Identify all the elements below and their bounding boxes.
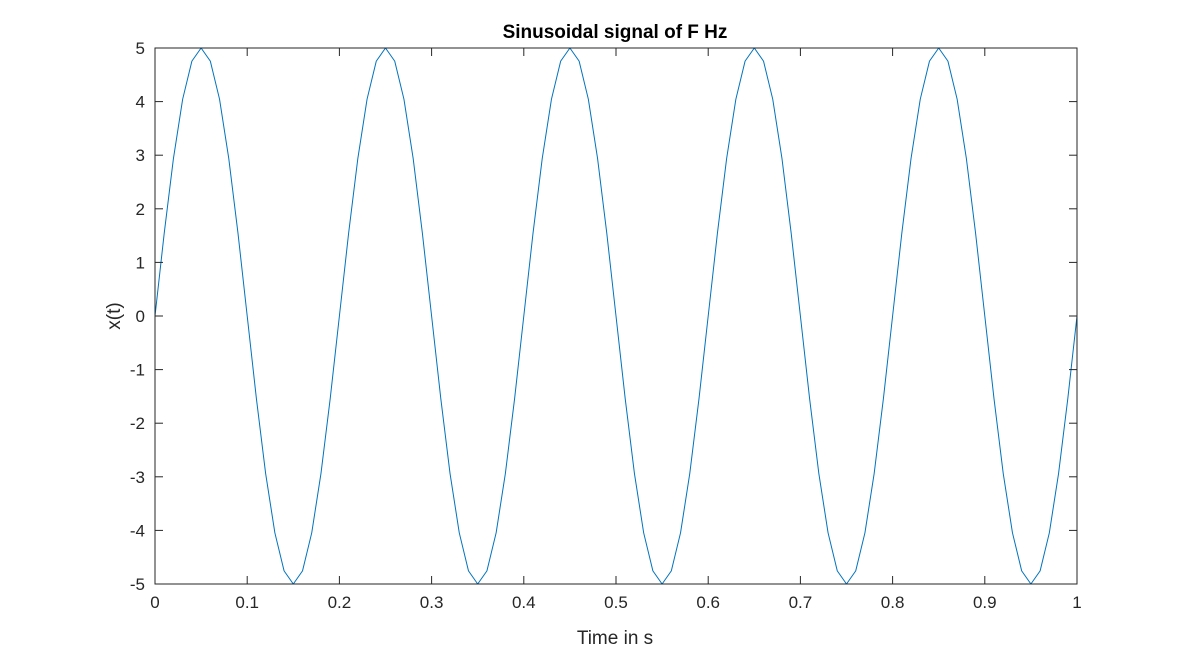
- x-tick-label: 0.5: [604, 593, 628, 612]
- x-tick-label: 0.8: [881, 593, 905, 612]
- x-tick-label: 0.6: [696, 593, 720, 612]
- x-tick-label: 0: [150, 593, 159, 612]
- y-tick-label: 1: [136, 253, 145, 272]
- y-tick-label: 3: [136, 146, 145, 165]
- x-tick-label: 0.1: [235, 593, 259, 612]
- x-tick-label: 0.3: [420, 593, 444, 612]
- x-tick-label: 0.2: [328, 593, 352, 612]
- x-tick-label: 1: [1072, 593, 1081, 612]
- y-tick-label: 4: [136, 93, 145, 112]
- y-tick-label: -5: [130, 575, 145, 594]
- ticks-layer: 0 0.1 0.2 0.3 0.4 0.5 0.6 0.7 0.8 0.9 1 -5 -4 -3 -2 -1 0…: [130, 39, 1082, 612]
- y-tick-label: -3: [130, 468, 145, 487]
- y-tick-label: -2: [130, 414, 145, 433]
- y-axis-label: x(t): [104, 302, 125, 329]
- x-axis-label: Time in s: [577, 628, 653, 649]
- y-tick-label: -4: [130, 521, 145, 540]
- series-layer: [154, 47, 1078, 585]
- y-tick-label: 5: [136, 39, 145, 58]
- series-line-0: [154, 47, 1078, 585]
- y-tick-label: 2: [136, 200, 145, 219]
- y-tick-label: -1: [130, 361, 145, 380]
- x-tick-label: 0.9: [973, 593, 997, 612]
- x-tick-label: 0.4: [512, 593, 536, 612]
- y-tick-label: 0: [136, 307, 145, 326]
- x-tick-label: 0.7: [789, 593, 813, 612]
- chart-title: Sinusoidal signal of F Hz: [503, 22, 728, 43]
